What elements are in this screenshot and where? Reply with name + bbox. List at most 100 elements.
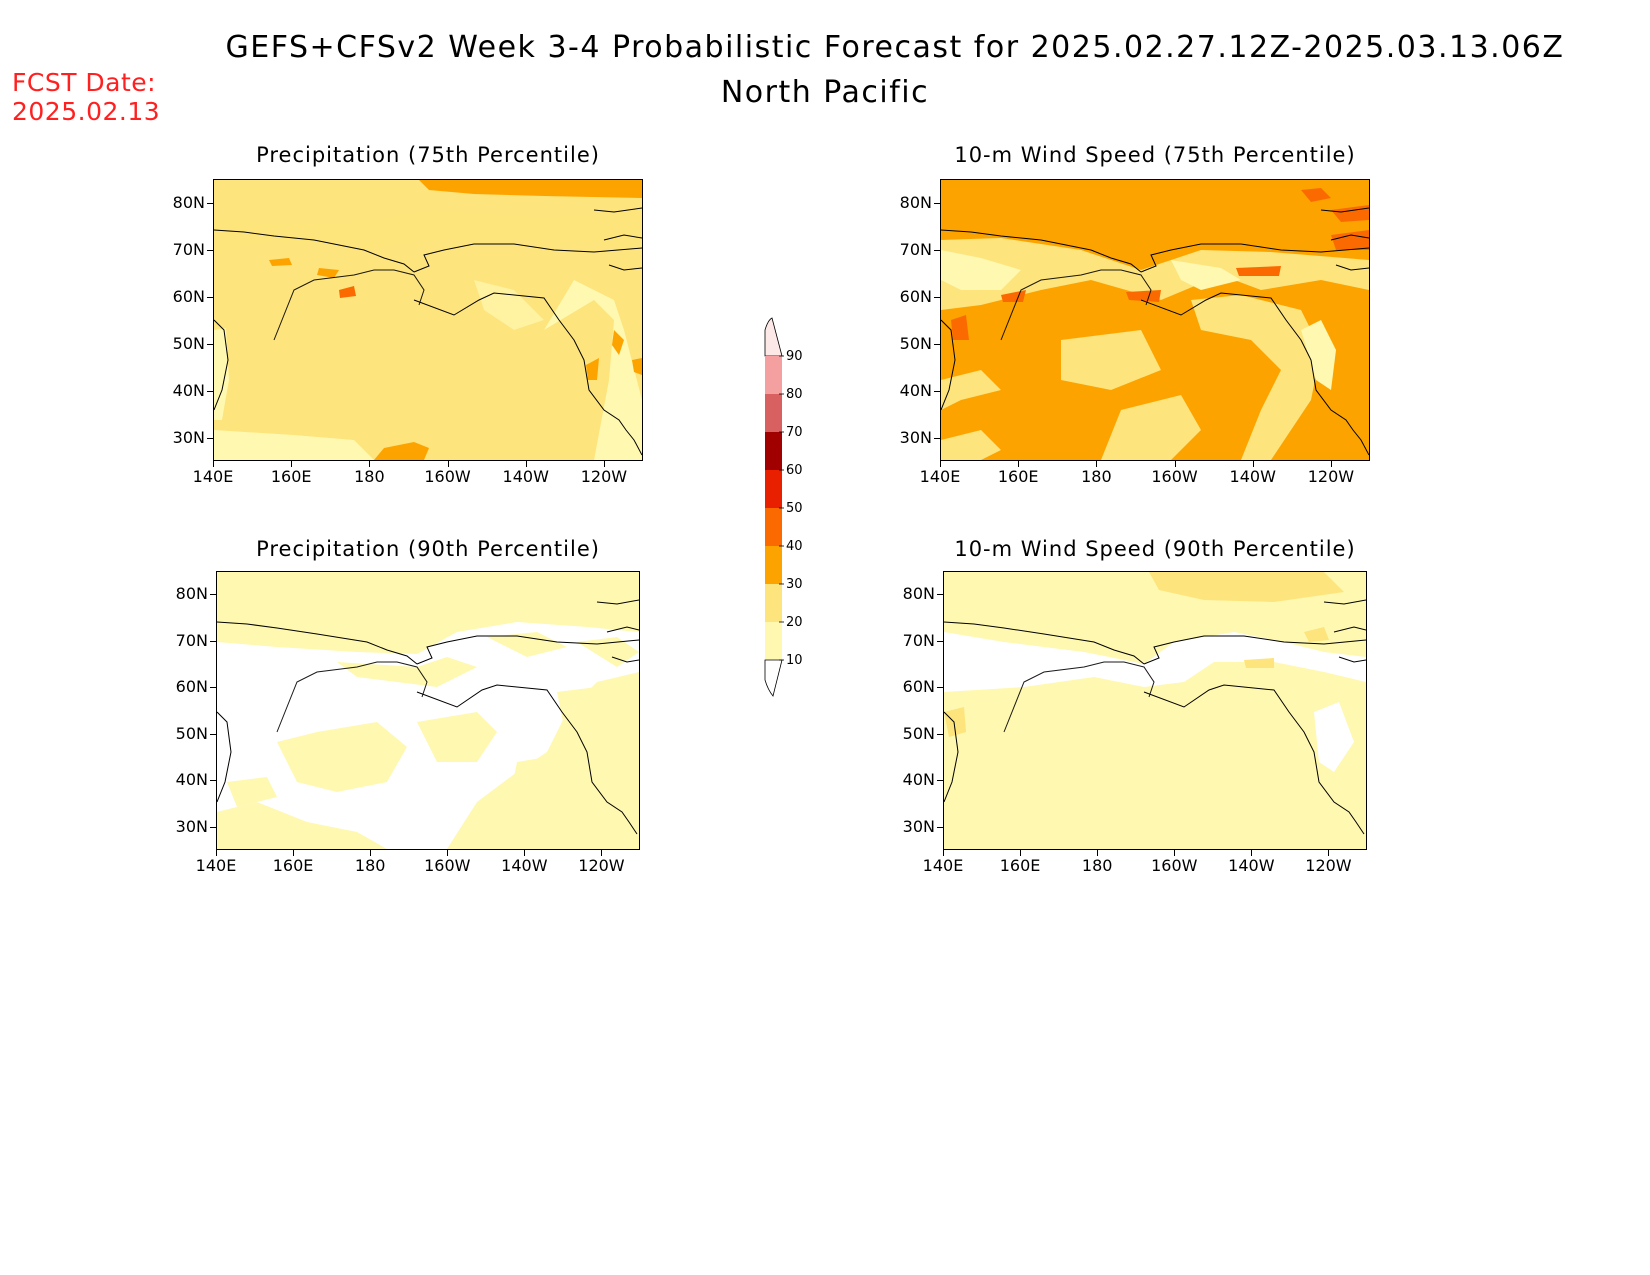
lon-tick-mark — [524, 850, 526, 856]
lat-tick-mark — [937, 640, 943, 642]
lat-tick-label: 40N — [175, 770, 208, 790]
lon-tick-label: 180 — [354, 467, 385, 486]
lon-tick-label: 140E — [195, 856, 237, 875]
lon-tick-mark — [1018, 461, 1020, 467]
map-precip90 — [216, 571, 640, 850]
lon-tick-label: 160E — [272, 856, 314, 875]
lon-tick-label: 120W — [580, 467, 628, 486]
lon-tick-mark — [447, 461, 449, 467]
lat-tick-label: 30N — [902, 816, 935, 836]
lon-tick-mark — [447, 850, 449, 856]
lon-tick-label: 160E — [997, 467, 1039, 486]
lat-tick-label: 40N — [899, 380, 932, 400]
fill-30-40 — [419, 180, 642, 198]
map-precip75 — [213, 179, 643, 461]
panel-title-precip75: Precipitation (75th Percentile) — [256, 143, 600, 167]
panel-title-wind75: 10-m Wind Speed (75th Percentile) — [954, 143, 1356, 167]
lon-tick-mark — [1251, 850, 1253, 856]
lon-tick-label: 140W — [502, 467, 549, 486]
lat-tick-mark — [937, 826, 943, 828]
lat-tick-label: 50N — [899, 333, 932, 353]
lat-tick-label: 40N — [902, 770, 935, 790]
lon-tick-mark — [1020, 850, 1022, 856]
colorbar-bottom-cap — [764, 659, 783, 697]
forecast-date: FCST Date: 2025.02.13 — [12, 68, 160, 126]
map-wind90-field — [944, 572, 1366, 849]
lat-tick-label: 80N — [172, 192, 205, 212]
lat-tick-label: 70N — [902, 630, 935, 650]
lat-tick-label: 80N — [175, 584, 208, 604]
lon-tick-label: 120W — [1305, 856, 1352, 875]
lat-tick-mark — [207, 343, 213, 345]
lon-tick-mark — [943, 850, 944, 856]
colorbar-top-cap — [764, 317, 783, 357]
colorbar-label: 40 — [786, 539, 803, 554]
lon-tick-label: 160W — [1151, 856, 1198, 875]
lon-tick-label: 180 — [1081, 467, 1112, 486]
lon-tick-mark — [1252, 461, 1254, 467]
lat-tick-label: 60N — [902, 677, 935, 697]
lon-tick-label: 120W — [1307, 467, 1355, 486]
colorbar-swatch — [765, 508, 782, 546]
lat-tick-mark — [934, 390, 940, 392]
lat-tick-mark — [210, 826, 216, 828]
lat-tick-label: 50N — [902, 723, 935, 743]
lat-tick-mark — [210, 733, 216, 735]
forecast-date-value: 2025.02.13 — [12, 97, 161, 126]
colorbar-swatch — [765, 470, 782, 508]
lat-tick-mark — [937, 733, 943, 735]
lat-tick-mark — [207, 202, 213, 204]
colorbar-label: 90 — [786, 349, 803, 364]
lon-tick-mark — [1330, 461, 1332, 467]
lon-tick-mark — [291, 461, 293, 467]
lon-tick-label: 140E — [922, 856, 964, 875]
lon-tick-mark — [1174, 461, 1176, 467]
colorbar-swatch — [765, 584, 782, 622]
lat-tick-label: 30N — [899, 427, 932, 447]
map-wind75-field — [941, 180, 1369, 460]
lon-tick-label: 160W — [424, 467, 471, 486]
lat-tick-mark — [937, 687, 943, 689]
lat-tick-label: 30N — [172, 427, 205, 447]
colorbar-swatches: 90 80 70 60 50 40 30 20 10 — [764, 317, 803, 697]
lon-tick-label: 120W — [578, 856, 625, 875]
lon-tick-mark — [370, 850, 372, 856]
lon-tick-label: 140W — [1228, 856, 1275, 875]
lon-tick-label: 160W — [1151, 467, 1198, 486]
colorbar-label: 10 — [786, 653, 803, 668]
map-precip90-field — [217, 572, 639, 849]
lat-tick-mark — [210, 640, 216, 642]
lon-tick-mark — [1097, 850, 1099, 856]
colorbar-label: 80 — [786, 387, 803, 402]
lat-tick-label: 50N — [172, 333, 205, 353]
lon-tick-label: 140E — [919, 467, 961, 486]
lat-tick-mark — [937, 594, 943, 596]
colorbar-swatch — [765, 432, 782, 470]
map-wind90 — [943, 571, 1367, 850]
panel-title-precip90: Precipitation (90th Percentile) — [256, 537, 600, 561]
lat-tick-label: 80N — [902, 584, 935, 604]
colorbar-swatch — [765, 622, 782, 660]
lon-tick-label: 160E — [270, 467, 312, 486]
lat-tick-mark — [207, 249, 213, 251]
lon-tick-label: 160E — [999, 856, 1041, 875]
lon-tick-mark — [525, 461, 527, 467]
fill-10-20 — [944, 572, 1366, 849]
colorbar-label: 50 — [786, 501, 803, 516]
lat-tick-mark — [937, 780, 943, 782]
lat-tick-label: 60N — [899, 286, 932, 306]
lat-tick-label: 70N — [172, 239, 205, 259]
colorbar-swatch — [765, 356, 782, 394]
forecast-date-label: FCST Date: — [12, 68, 157, 97]
lat-tick-label: 60N — [175, 677, 208, 697]
lat-tick-mark — [934, 437, 940, 439]
lon-tick-mark — [213, 461, 214, 467]
lat-tick-label: 70N — [899, 239, 932, 259]
lon-tick-mark — [293, 850, 295, 856]
lat-tick-label: 60N — [172, 286, 205, 306]
lat-tick-mark — [210, 687, 216, 689]
lon-tick-label: 180 — [1081, 856, 1113, 875]
lon-tick-label: 160W — [424, 856, 471, 875]
lon-tick-label: 140W — [1229, 467, 1276, 486]
colorbar-label: 60 — [786, 463, 803, 478]
